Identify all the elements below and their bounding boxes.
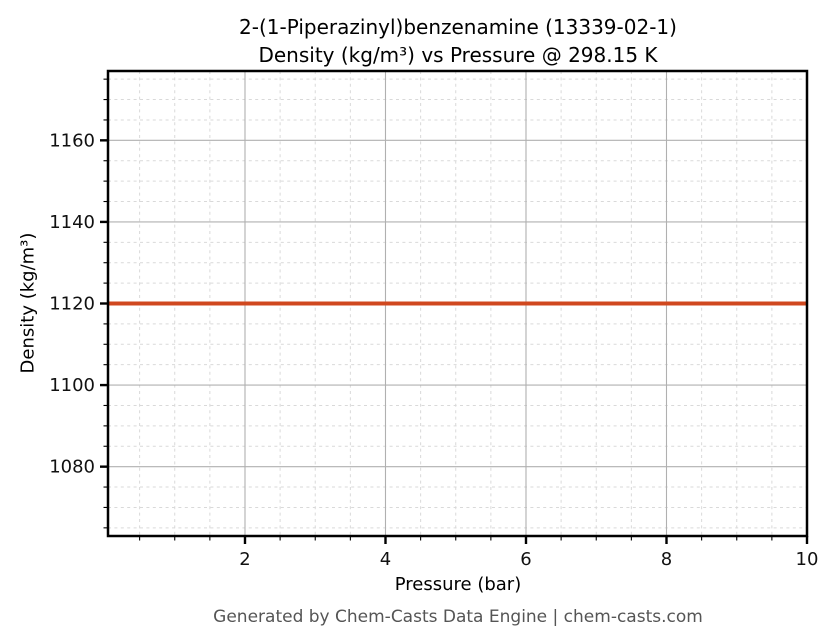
x-axis-label: Pressure (bar): [394, 574, 522, 595]
y-tick-label: 1140: [49, 212, 95, 233]
x-tick-label: 8: [661, 549, 672, 570]
x-tick-label: 10: [796, 549, 819, 570]
y-tick-label: 1080: [49, 457, 95, 478]
footer-credit: Generated by Chem-Casts Data Engine | ch…: [213, 607, 703, 627]
y-tick-label: 1160: [49, 130, 95, 151]
chart-title-line2: Density (kg/m³) vs Pressure @ 298.15 K: [258, 43, 658, 67]
y-tick-label: 1120: [49, 294, 95, 315]
x-tick-label: 4: [380, 549, 391, 570]
x-tick-label: 6: [520, 549, 531, 570]
axis-spines: [106, 69, 809, 538]
chart-title-line1: 2-(1-Piperazinyl)benzenamine (13339-02-1…: [239, 15, 677, 39]
chart-title: 2-(1-Piperazinyl)benzenamine (13339-02-1…: [108, 13, 808, 69]
x-tick-label: 2: [239, 549, 250, 570]
y-tick-label: 1100: [49, 375, 95, 396]
